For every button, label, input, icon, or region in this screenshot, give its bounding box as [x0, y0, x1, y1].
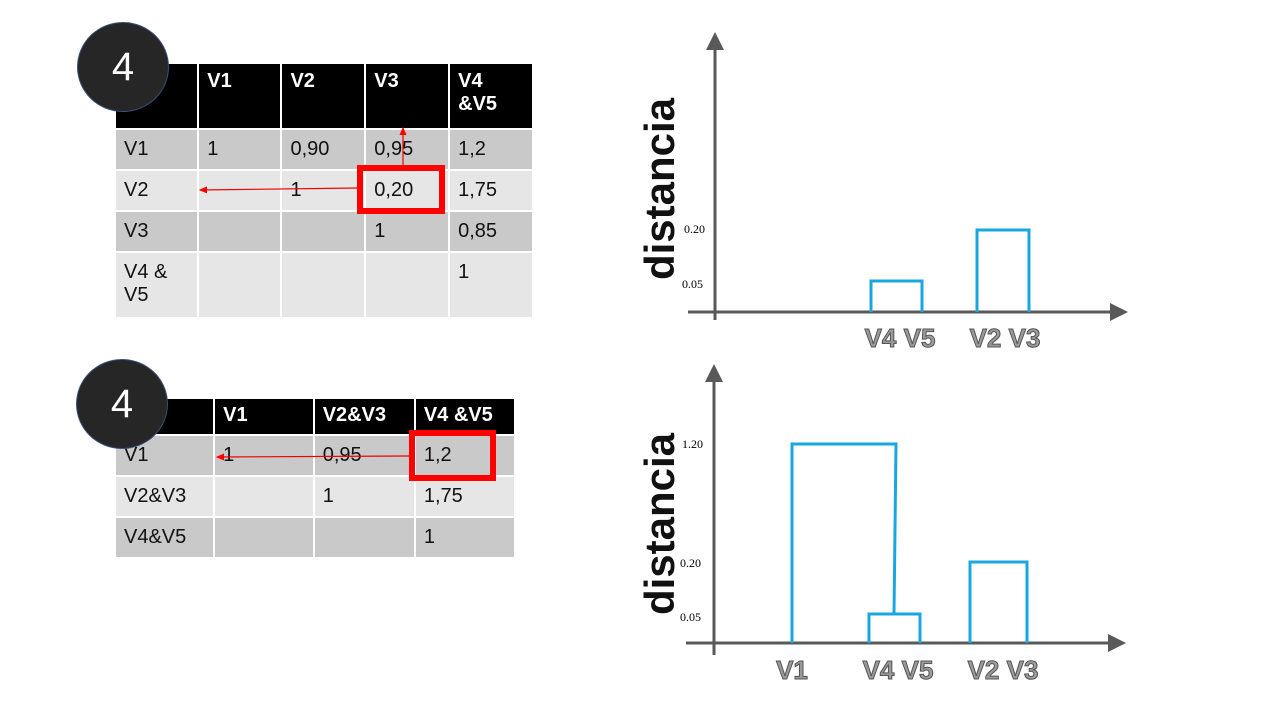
table-row: V4 & V5 1 [116, 253, 532, 317]
cell: 1 [314, 477, 414, 516]
y-axis-label: distancia [636, 432, 683, 616]
table-row: V1 1 0,95 1,2 [116, 436, 514, 475]
tick-label: 0.20 [684, 222, 705, 236]
cell [215, 518, 313, 557]
cell: V2 [116, 171, 198, 210]
leaf-label: V2 V3 [969, 323, 1041, 354]
leaf-label: V4 V5 [864, 323, 936, 354]
tick-label: 0.05 [680, 610, 701, 624]
cell [199, 253, 281, 317]
cell: 1 [215, 436, 313, 475]
merge-v4-v5 [869, 279, 924, 312]
cell: V1 [116, 130, 198, 169]
merge-v2-v3 [975, 228, 1031, 312]
cell: 1,2 [450, 130, 532, 169]
cell: 1 [199, 130, 281, 169]
merge-v2-v3 [968, 560, 1029, 643]
cell [366, 253, 449, 317]
cell: V1 [116, 436, 214, 475]
cell: 0,20 [366, 171, 449, 210]
cell [199, 171, 281, 210]
cell: 1,2 [415, 436, 514, 475]
table-row: V4&V5 1 [116, 518, 514, 557]
cell: 1,75 [415, 477, 514, 516]
table-row: V2 1 0,20 1,75 [116, 171, 532, 210]
highlight-box [357, 165, 445, 214]
step-badge: 4 [77, 22, 169, 112]
cell: V3 [116, 212, 198, 251]
cell: V2&V3 [116, 477, 214, 516]
tick-label: 0.05 [682, 277, 703, 291]
cell: V4&V5 [116, 518, 214, 557]
distance-matrix-step1: V1 V2 V3 V4 &V5 V1 1 0,90 0,95 1,2 V2 1 … [114, 62, 534, 319]
cell: 0,85 [450, 212, 532, 251]
y-axis-label: distancia [636, 97, 683, 281]
cell [282, 253, 365, 317]
merge-v1-v4v5 [790, 442, 898, 643]
cell: 1 [415, 518, 514, 557]
table-row: V3 1 0,85 [116, 212, 532, 251]
header-cell: V3 [366, 64, 449, 128]
header-cell: V1 [215, 399, 313, 434]
leaf-label: V4 V5 [862, 655, 934, 686]
header-cell: V4 &V5 [450, 64, 532, 128]
table-row: V1 1 0,90 0,95 1,2 [116, 130, 532, 169]
cell: 0,95 [366, 130, 449, 169]
step-badge: 4 [76, 359, 168, 449]
cell: 1 [282, 171, 365, 210]
cell [282, 212, 365, 251]
tick-label: 1.20 [682, 437, 703, 451]
arrow-left [198, 186, 359, 194]
cell [314, 518, 414, 557]
header-cell: V4 &V5 [415, 399, 514, 434]
header-cell: V2&V3 [314, 399, 414, 434]
cell [199, 212, 281, 251]
cell: 1 [450, 253, 532, 317]
tick-label: 0.20 [680, 556, 701, 570]
leaf-label: V2 V3 [967, 655, 1039, 686]
cell: 0,90 [282, 130, 365, 169]
cell [215, 477, 313, 516]
arrow-left [215, 453, 411, 461]
highlight-box [409, 430, 496, 481]
cell: 1 [366, 212, 449, 251]
merge-v4-v5 [867, 612, 922, 643]
distance-matrix-step2: V1 V2&V3 V4 &V5 V1 1 0,95 1,2 V2&V3 1 1,… [114, 397, 516, 559]
cell: V4 & V5 [116, 253, 198, 317]
table-row: V2&V3 1 1,75 [116, 477, 514, 516]
header-cell: V2 [282, 64, 365, 128]
header-cell: V1 [199, 64, 281, 128]
cell: 1,75 [450, 171, 532, 210]
leaf-label: V1 [776, 655, 809, 686]
